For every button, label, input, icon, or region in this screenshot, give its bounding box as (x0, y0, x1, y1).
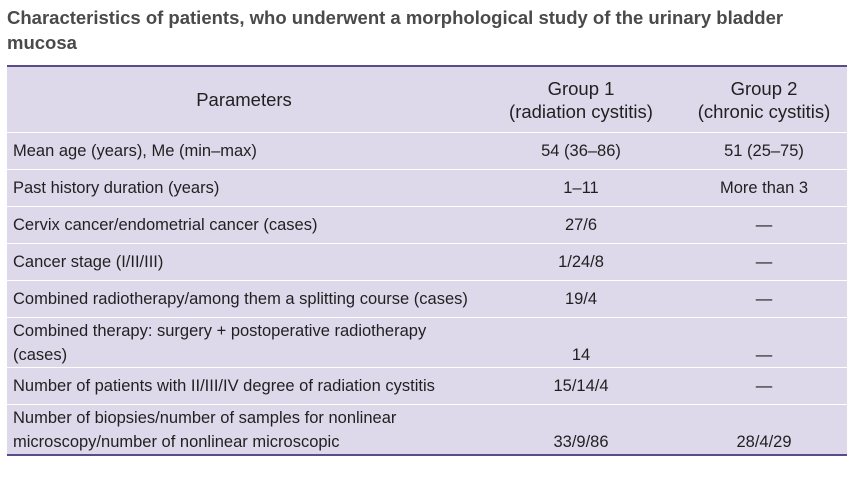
row-group-2-value: — (681, 280, 847, 318)
row-parameter: Number of biopsies/number of samples for… (13, 408, 397, 451)
table-row: Cervix cancer/endometrial cancer (cases)… (7, 206, 847, 244)
row-group-1-value: 1–11 (481, 169, 681, 207)
table-body: Mean age (years), Me (min–max) 54 (36–86… (7, 132, 847, 456)
header-row: Parameters Group 1 (radiation cystitis) … (7, 66, 847, 133)
row-group-1-value: 33/9/86 (553, 433, 609, 451)
row-group-2-value: — (681, 317, 847, 368)
row-group-2-value: 28/4/29 (736, 433, 792, 451)
patient-characteristics-table: Parameters Group 1 (radiation cystitis) … (7, 65, 847, 456)
header-group-1: Group 1 (radiation cystitis) (481, 66, 681, 133)
table-row: Combined radiotherapy/among them a split… (7, 280, 847, 318)
row-group-2-value: — (681, 243, 847, 281)
row-parameter: Combined therapy: surgery + postoperativ… (7, 317, 481, 368)
row-parameter: Cervix cancer/endometrial cancer (cases) (7, 206, 481, 244)
row-group-1-value: 54 (36–86) (481, 132, 681, 170)
table-row: Cancer stage (I/II/III) 1/24/8 — (7, 243, 847, 281)
row-group-1-value: 14 (481, 317, 681, 368)
row-parameter: Number of patients with II/III/IV degree… (7, 367, 481, 405)
table-title: Characteristics of patients, who underwe… (7, 7, 784, 53)
table-row: Number of biopsies/number of samples for… (7, 405, 847, 456)
row-group-1-value: 1/24/8 (481, 243, 681, 281)
table-row: Mean age (years), Me (min–max) 54 (36–86… (7, 132, 847, 170)
header-group-2-name: Group 2 (730, 77, 798, 99)
header-group-2-subtitle: (chronic cystitis) (697, 100, 831, 122)
row-parameter: Combined radiotherapy/among them a split… (7, 280, 481, 318)
row-group-2-value: — (681, 206, 847, 244)
table-row: Combined therapy: surgery + postoperativ… (7, 317, 847, 368)
row-group-2-value: More than 3 (681, 169, 847, 207)
row-parameter: Past history duration (years) (7, 169, 481, 207)
row-group-2-value: — (681, 367, 847, 405)
header-parameters: Parameters (7, 66, 481, 133)
table-header: Parameters Group 1 (radiation cystitis) … (7, 66, 847, 133)
row-group-1-value: 19/4 (481, 280, 681, 318)
table-row: Past history duration (years) 1–11 More … (7, 169, 847, 207)
row-group-2-value: 51 (25–75) (681, 132, 847, 170)
header-group-1-name: Group 1 (547, 77, 615, 99)
header-group-1-subtitle: (radiation cystitis) (509, 100, 653, 122)
row-group-1-value: 27/6 (481, 206, 681, 244)
row-parameter: Cancer stage (I/II/III) (7, 243, 481, 281)
row-parameter: Mean age (years), Me (min–max) (7, 132, 481, 170)
header-group-2: Group 2 (chronic cystitis) (681, 66, 847, 133)
row-group-1-value: 15/14/4 (481, 367, 681, 405)
table-row: Number of patients with II/III/IV degree… (7, 367, 847, 405)
